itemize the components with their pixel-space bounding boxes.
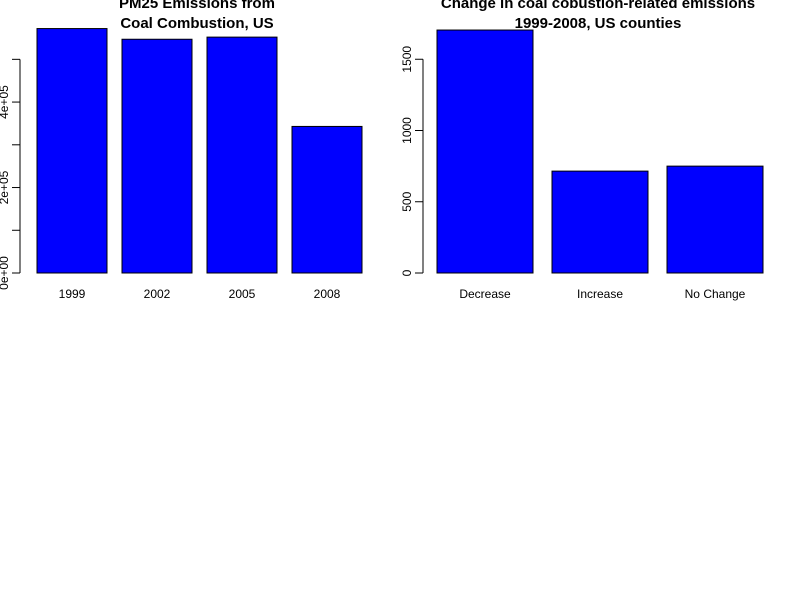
chart-1-title-line-1: PM25 Emissions from [119,0,275,12]
chart-2-bar-decrease [436,29,534,274]
chart-2-title-line-1: Change in coal cobustion-related emissio… [441,0,755,12]
chart-2-xtick-label-no-change: No Change [685,287,746,301]
chart-2-ytick-label-3: 1500 [400,46,414,73]
chart-1-bar-2002 [121,38,193,274]
chart-1-bar-2008 [291,125,363,274]
chart-2-bar-no-change [666,165,764,274]
chart-2-ytick-label-2: 1000 [400,117,414,144]
chart-1-ytick-label-2: 2e+05 [0,170,11,204]
chart-2-ytick-label-0: 0 [400,269,414,276]
chart-1-bar-2005 [206,36,278,274]
chart-2-title-line-2: 1999-2008, US counties [515,15,682,32]
chart-2-xtick-label-decrease: Decrease [459,287,511,301]
chart-1-title-line-2: Coal Combustion, US [120,15,273,32]
chart-1-ytick-label-4: 4e+05 [0,85,11,119]
chart-1-xtick-label-2008: 2008 [314,287,341,301]
chart-2-bar-increase [551,170,649,274]
chart-2: Change in coal cobustion-related emissio… [400,0,764,301]
chart-1-bar-1999 [36,28,108,274]
chart-1-ytick-label-0: 0e+00 [0,256,11,290]
chart-1-xtick-label-2005: 2005 [229,287,256,301]
chart-1-xtick-label-1999: 1999 [59,287,86,301]
chart-1-xtick-label-2002: 2002 [144,287,171,301]
chart-2-xtick-label-increase: Increase [577,287,623,301]
chart-1: PM25 Emissions from Coal Combustion, US 19… [0,0,363,301]
chart-2-ytick-label-1: 500 [400,191,414,211]
